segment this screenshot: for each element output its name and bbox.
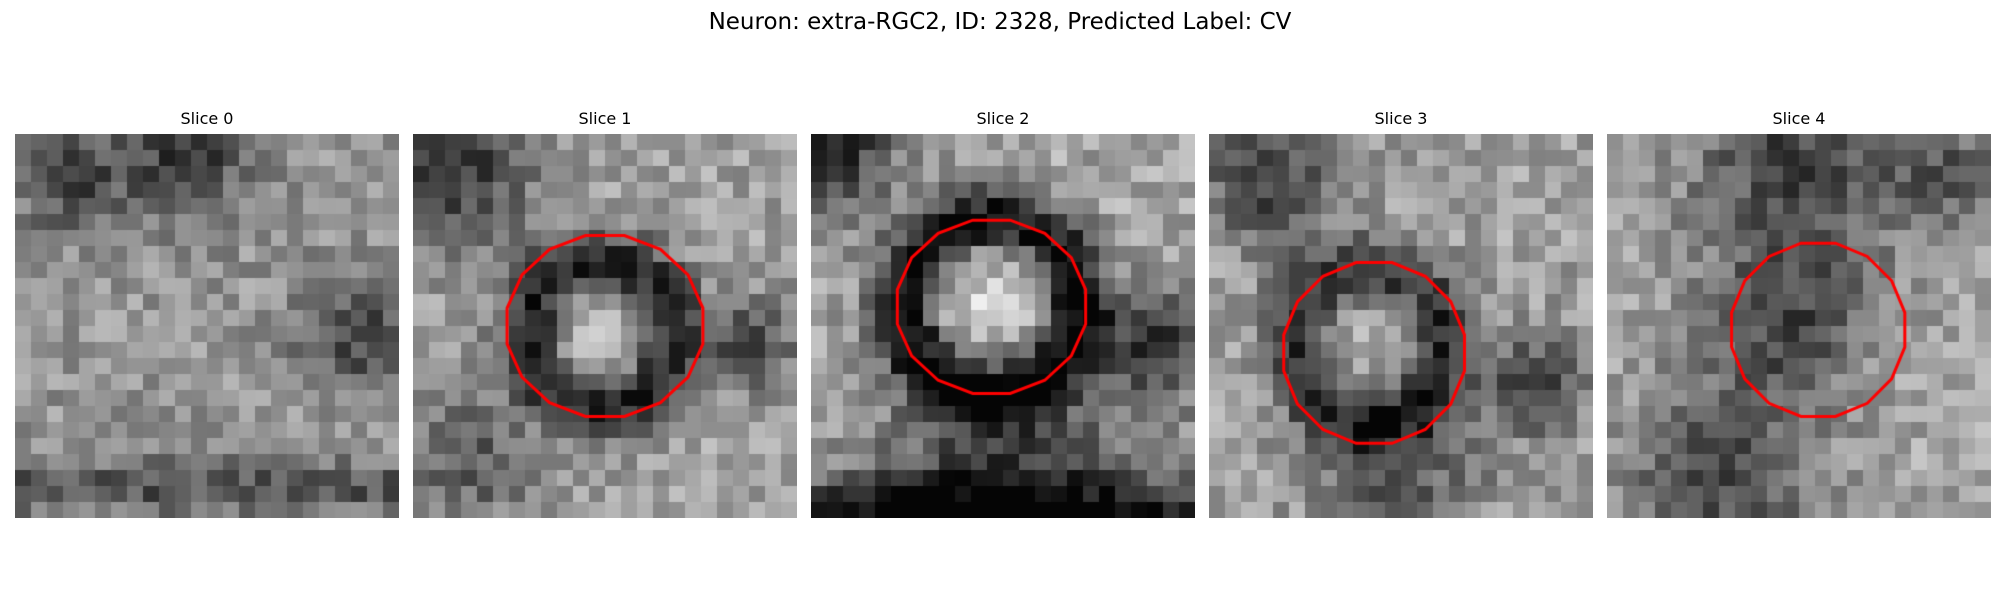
slice-panel-3: Slice 3: [1209, 109, 1593, 518]
slice-image: [1209, 134, 1593, 518]
slice-title: Slice 0: [180, 109, 234, 128]
slice-image: [1607, 134, 1991, 518]
slice-panel-0: Slice 0: [15, 109, 399, 518]
slice-panel-1: Slice 1: [413, 109, 797, 518]
slice-title: Slice 3: [1374, 109, 1428, 128]
figure-title: Neuron: extra-RGC2, ID: 2328, Predicted …: [708, 9, 1292, 35]
slice-title: Slice 1: [578, 109, 632, 128]
slice-panel-4: Slice 4: [1607, 109, 1991, 518]
slice-panel-2: Slice 2: [811, 109, 1195, 518]
slice-image: [811, 134, 1195, 518]
slice-title: Slice 4: [1772, 109, 1826, 128]
slice-image: [413, 134, 797, 518]
slice-image: [15, 134, 399, 518]
slice-title: Slice 2: [976, 109, 1030, 128]
